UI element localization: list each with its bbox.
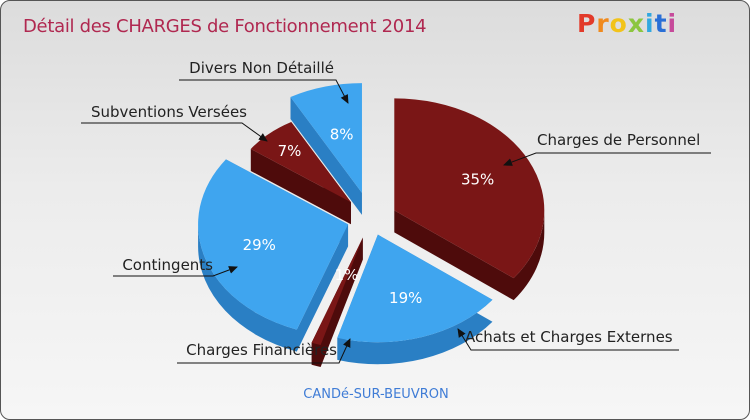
- logo-letter-i2: i: [667, 9, 678, 38]
- category-label-0: Charges de Personnel: [537, 131, 700, 149]
- pie-slice-side-4: [250, 121, 351, 225]
- pie-slice-0: [394, 98, 545, 279]
- logo-letter-o: o: [609, 9, 628, 38]
- slice-percent-label-1: 19%: [389, 289, 422, 307]
- category-label-2: Charges Financières: [186, 341, 337, 359]
- slice-percent-label-2: 1%: [335, 266, 359, 284]
- proxiti-logo: Proxiti: [577, 9, 677, 38]
- logo-letter-i: i: [645, 9, 655, 38]
- label-layer: 35% Charges de Personnel 19% Achats et Char…: [91, 59, 700, 359]
- leader-line-0: [503, 152, 711, 166]
- leader-line-layer: [81, 79, 711, 364]
- slice-percent-label-4: 7%: [278, 142, 302, 160]
- pie-slice-side-1: [337, 234, 493, 365]
- logo-letter-t: t: [654, 9, 668, 38]
- logo-letter-p: P: [577, 9, 597, 38]
- category-label-5: Divers Non Détaillé: [189, 59, 334, 77]
- slice-percent-label-0: 35%: [461, 171, 494, 189]
- logo-letter-x: x: [627, 9, 645, 38]
- category-label-3: Contingents: [122, 256, 213, 274]
- chart-title: Détail des CHARGES de Fonctionnement 201…: [23, 16, 427, 37]
- pie-slice-1: [337, 234, 493, 343]
- pie-top-layer: [198, 83, 545, 345]
- commune-name: CANDé-SUR-BEUVRON: [303, 387, 449, 402]
- slice-percent-label-3: 29%: [243, 236, 276, 254]
- pie-slice-2: [311, 237, 363, 345]
- slice-percent-label-5: 8%: [330, 125, 354, 143]
- category-label-1: Achats et Charges Externes: [465, 328, 673, 346]
- leader-line-1: [457, 328, 679, 351]
- pie-slice-side-0: [394, 98, 545, 301]
- pie-slice-3: [198, 159, 349, 330]
- leader-line-5: [179, 79, 349, 104]
- pie-slice-5: [290, 83, 362, 193]
- leader-line-2: [177, 338, 351, 364]
- pie-slice-side-5: [290, 83, 362, 215]
- logo-letter-r: r: [596, 9, 610, 38]
- category-label-4: Subventions Versées: [91, 103, 247, 121]
- leader-line-4: [81, 122, 268, 142]
- pie-slice-4: [250, 121, 351, 203]
- leader-line-3: [113, 266, 238, 277]
